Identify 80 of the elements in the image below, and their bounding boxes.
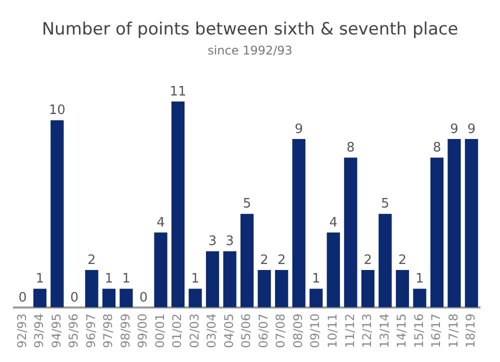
data-label: 1 xyxy=(122,272,130,287)
x-tick-label: 06/07 xyxy=(256,313,270,348)
bar xyxy=(171,102,185,308)
bar xyxy=(361,270,374,308)
data-label: 4 xyxy=(156,215,165,230)
data-label: 3 xyxy=(226,234,234,250)
bar xyxy=(310,288,323,308)
bar xyxy=(120,288,133,308)
x-tick-label: 99/00 xyxy=(136,313,150,348)
x-tick-label: 18/19 xyxy=(464,313,478,348)
data-label: 4 xyxy=(329,215,338,230)
chart-title: Number of points between sixth & seventh place xyxy=(42,20,458,40)
bar xyxy=(223,251,236,308)
x-tick-label: 10/11 xyxy=(326,313,340,348)
bar xyxy=(344,158,358,308)
x-tick-label: 05/06 xyxy=(239,313,254,348)
x-tick-label: 95/96 xyxy=(66,313,81,348)
x-tick-label: 09/10 xyxy=(308,313,322,348)
data-label: 3 xyxy=(208,234,217,250)
x-tick-label: 03/04 xyxy=(204,313,219,348)
data-label: 11 xyxy=(170,84,186,100)
bar xyxy=(396,270,409,308)
x-tick-label: 07/08 xyxy=(274,313,288,348)
data-label: 2 xyxy=(260,252,268,268)
bar xyxy=(206,251,220,308)
data-label: 1 xyxy=(312,272,320,287)
bar xyxy=(413,288,426,308)
x-tick-label: 04/05 xyxy=(222,313,236,348)
data-label: 8 xyxy=(346,140,355,156)
x-tick-label: 02/03 xyxy=(187,313,202,348)
x-tick-label: 13/14 xyxy=(377,313,392,348)
data-label: 9 xyxy=(467,122,476,137)
bar xyxy=(50,120,64,308)
x-tick-label: 93/94 xyxy=(32,313,46,348)
x-tick-label: 15/16 xyxy=(412,313,426,348)
data-label: 1 xyxy=(36,272,44,287)
x-tick-label: 11/12 xyxy=(342,313,357,348)
x-tick-label: 94/95 xyxy=(49,313,64,348)
x-tick-label: 12/13 xyxy=(360,313,374,348)
bar xyxy=(85,270,98,308)
data-label: 1 xyxy=(416,272,424,287)
data-label: 2 xyxy=(88,252,96,268)
data-label: 1 xyxy=(191,272,200,287)
chart-subtitle: since 1992/93 xyxy=(208,44,292,58)
x-tick-label: 98/99 xyxy=(118,313,132,348)
data-label: 0 xyxy=(139,290,148,306)
data-label: 9 xyxy=(450,122,458,137)
x-tick-label: 01/02 xyxy=(170,313,184,348)
data-label: 0 xyxy=(70,290,79,306)
data-label: 2 xyxy=(364,252,372,268)
bar xyxy=(464,138,478,308)
bar xyxy=(292,138,306,308)
bar xyxy=(240,214,254,308)
bar xyxy=(188,288,202,308)
data-label: 9 xyxy=(294,122,303,137)
bar xyxy=(102,288,116,308)
bar xyxy=(326,232,340,308)
data-label: 2 xyxy=(398,252,407,268)
data-label: 0 xyxy=(18,290,27,306)
x-tick-label: 08/09 xyxy=(290,313,305,348)
data-label: 8 xyxy=(432,140,442,156)
x-tick-label: 92/93 xyxy=(14,313,29,348)
bar xyxy=(448,138,461,308)
x-tick-label: 96/97 xyxy=(84,313,98,348)
data-label: 1 xyxy=(104,272,114,287)
data-label: 2 xyxy=(277,252,286,268)
x-tick-label: 97/98 xyxy=(101,313,116,348)
x-tick-label: 14/15 xyxy=(394,313,409,348)
x-tick-label: 17/18 xyxy=(446,313,460,348)
data-label: 5 xyxy=(381,196,390,212)
bar xyxy=(378,214,392,308)
bar xyxy=(258,270,271,308)
x-tick-label: 00/01 xyxy=(152,313,167,348)
bar xyxy=(33,288,46,308)
data-label: 10 xyxy=(48,103,66,118)
bar xyxy=(275,270,288,308)
bar xyxy=(430,158,444,308)
bar xyxy=(154,232,168,308)
x-tick-label: 16/17 xyxy=(429,313,444,348)
data-label: 5 xyxy=(242,196,252,212)
